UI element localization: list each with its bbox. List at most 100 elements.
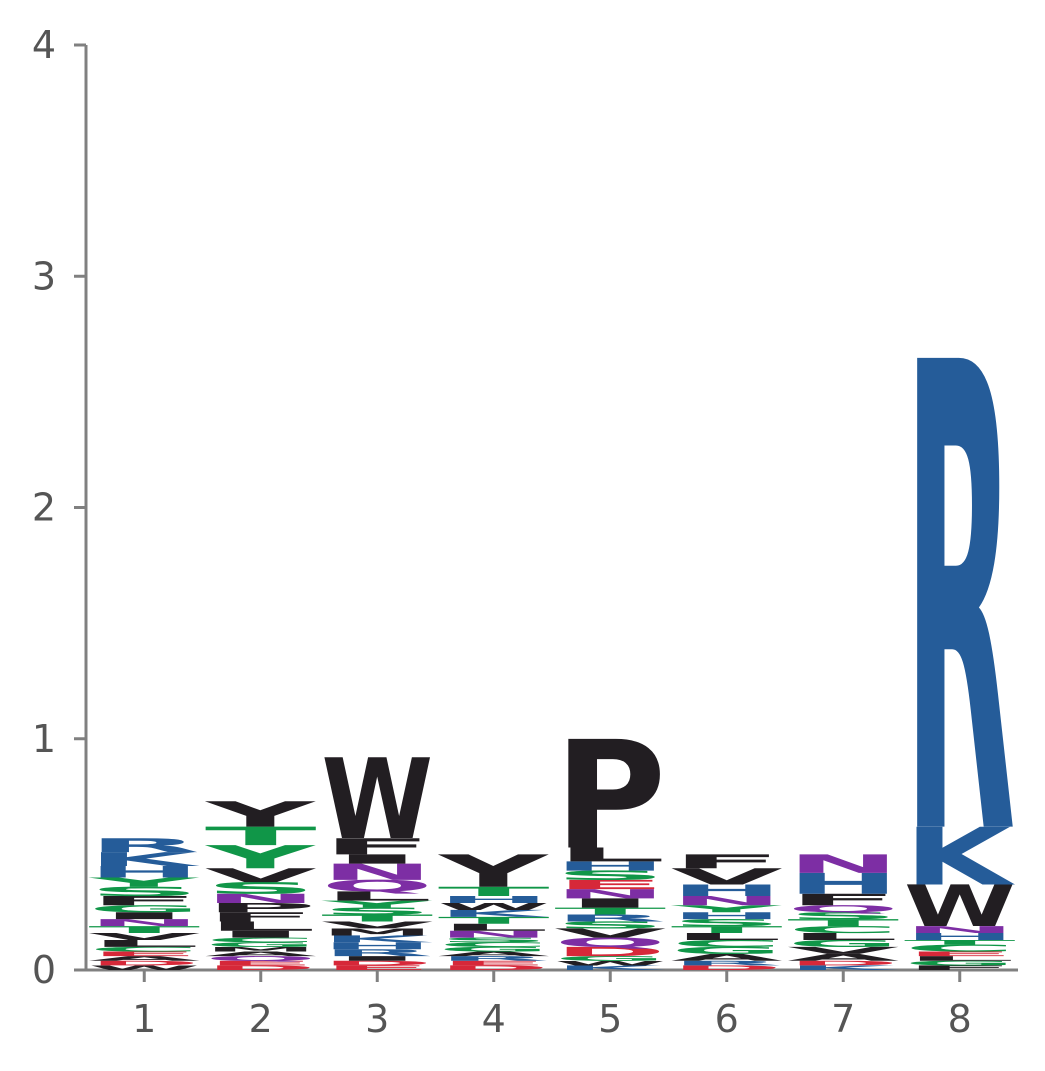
y-tick-label: 3	[32, 254, 56, 298]
logo-letter-v: V	[554, 926, 666, 941]
logo-letter-n: N	[787, 849, 899, 879]
logo-letter-q: Q	[205, 955, 317, 962]
logo-letter-t: T	[904, 939, 1016, 946]
logo-letter-h: H	[554, 859, 666, 874]
logo-letter-h: H	[904, 931, 1016, 942]
logo-letter-r: R	[904, 229, 1016, 978]
logo-letter-v: V	[321, 920, 433, 931]
logo-letter-e: E	[904, 950, 1016, 957]
logo-letter-w: W	[438, 901, 550, 912]
logo-letter-n: N	[438, 929, 550, 940]
logo-letter-g: G	[904, 959, 1016, 966]
logo-letter-c: C	[904, 943, 1016, 954]
logo-letter-s: S	[438, 936, 550, 943]
logo-letter-g: G	[554, 955, 666, 962]
logo-letter-m: M	[321, 926, 433, 937]
logo-letter-w: W	[321, 736, 433, 865]
logo-letter-r: R	[321, 947, 433, 958]
logo-letter-d: D	[787, 960, 899, 967]
logo-letter-v: V	[88, 931, 200, 942]
logo-letter-n: N	[88, 917, 200, 928]
logo-letter-a: A	[438, 950, 550, 957]
logo-letter-y: Y	[437, 846, 550, 898]
logo-letter-c: C	[88, 946, 200, 953]
logo-letter-i: I	[554, 896, 666, 911]
logo-letter-s: S	[671, 917, 783, 928]
logo-letter-n: N	[205, 891, 317, 906]
logo-letter-r: R	[438, 955, 550, 962]
logo-letter-h: H	[438, 894, 550, 905]
logo-letter-d: D	[554, 944, 666, 959]
logo-letter-i: I	[321, 955, 433, 962]
logo-letter-l: L	[88, 938, 200, 949]
logo-letter-t: T	[438, 884, 550, 899]
logo-glyphs: WDAECLVTNIGFSYHKRDEQAMGCILFPNSVYTYEDIRHK…	[87, 229, 1016, 978]
logo-letter-y: Y	[320, 899, 433, 910]
logo-letter-v: V	[787, 945, 899, 956]
logo-letter-g: G	[438, 946, 550, 953]
logo-letter-g: G	[787, 938, 899, 949]
logo-letter-e: E	[205, 960, 317, 967]
logo-letter-y: Y	[87, 875, 200, 890]
logo-letter-l: L	[904, 955, 1016, 962]
logo-letter-h: H	[321, 940, 433, 951]
logo-letter-n: N	[321, 859, 433, 885]
x-tick-label: 4	[482, 997, 506, 1041]
logo-letter-n: N	[554, 887, 666, 902]
logo-letter-d: D	[438, 964, 550, 971]
logo-letter-a: A	[205, 950, 317, 957]
x-tick-label: 1	[132, 997, 156, 1041]
logo-letter-l: L	[205, 919, 317, 934]
x-ticks: 1 2 3 4 5 6 7 8	[132, 970, 972, 1041]
logo-letter-t: T	[671, 924, 783, 935]
logo-letter-i: I	[205, 929, 317, 940]
logo-letter-t: T	[88, 924, 200, 935]
logo-letter-e: E	[88, 950, 200, 957]
y-tick-label: 0	[32, 948, 56, 992]
logo-letter-r: R	[671, 960, 783, 967]
x-tick-label: 7	[831, 997, 855, 1041]
logo-letter-q: Q	[554, 935, 666, 950]
logo-letter-s: S	[321, 906, 433, 917]
logo-letter-f: F	[787, 891, 899, 909]
y-tick-label: 4	[32, 23, 56, 67]
logo-letter-q: Q	[321, 877, 433, 895]
logo-letter-d: D	[671, 964, 783, 971]
logo-letter-d: D	[205, 964, 317, 971]
logo-letter-w: W	[554, 959, 666, 966]
y-tick-label: 2	[32, 486, 56, 530]
logo-letter-t: T	[321, 913, 433, 924]
logo-letter-w: W	[904, 874, 1016, 940]
logo-letter-s: S	[205, 879, 317, 897]
logo-letter-g: G	[205, 941, 317, 948]
logo-letter-e: E	[321, 964, 433, 971]
logo-letter-r: R	[554, 913, 666, 924]
logo-letter-f: F	[205, 910, 317, 925]
logo-letter-f: F	[321, 834, 433, 860]
logo-letter-l: L	[671, 931, 783, 942]
logo-letter-k: K	[321, 934, 432, 945]
logo-letter-y: Y	[204, 794, 317, 835]
logo-letter-w: W	[88, 964, 200, 971]
logo-letter-t: T	[787, 917, 899, 928]
logo-letter-c: C	[671, 938, 783, 949]
logo-letter-c: C	[787, 924, 899, 935]
logo-letter-t: T	[205, 822, 317, 852]
logo-letter-f: F	[671, 851, 783, 873]
x-tick-label: 8	[948, 997, 972, 1041]
logo-letter-n: N	[671, 894, 783, 909]
logo-letter-v: V	[205, 865, 317, 887]
logo-letter-s: S	[554, 868, 666, 883]
y-tick-label: 1	[32, 717, 56, 761]
x-tick-label: 2	[249, 997, 273, 1041]
logo-letter-r: R	[88, 835, 200, 857]
x-tick-label: 6	[715, 997, 739, 1041]
logo-letter-n: N	[904, 924, 1016, 935]
logo-letter-d: D	[88, 960, 200, 967]
logo-letter-f: F	[88, 894, 200, 909]
logo-letter-s: S	[787, 910, 899, 921]
logo-letter-c: C	[205, 936, 317, 943]
logo-letter-p: P	[554, 709, 666, 883]
x-tick-label: 3	[365, 997, 389, 1041]
